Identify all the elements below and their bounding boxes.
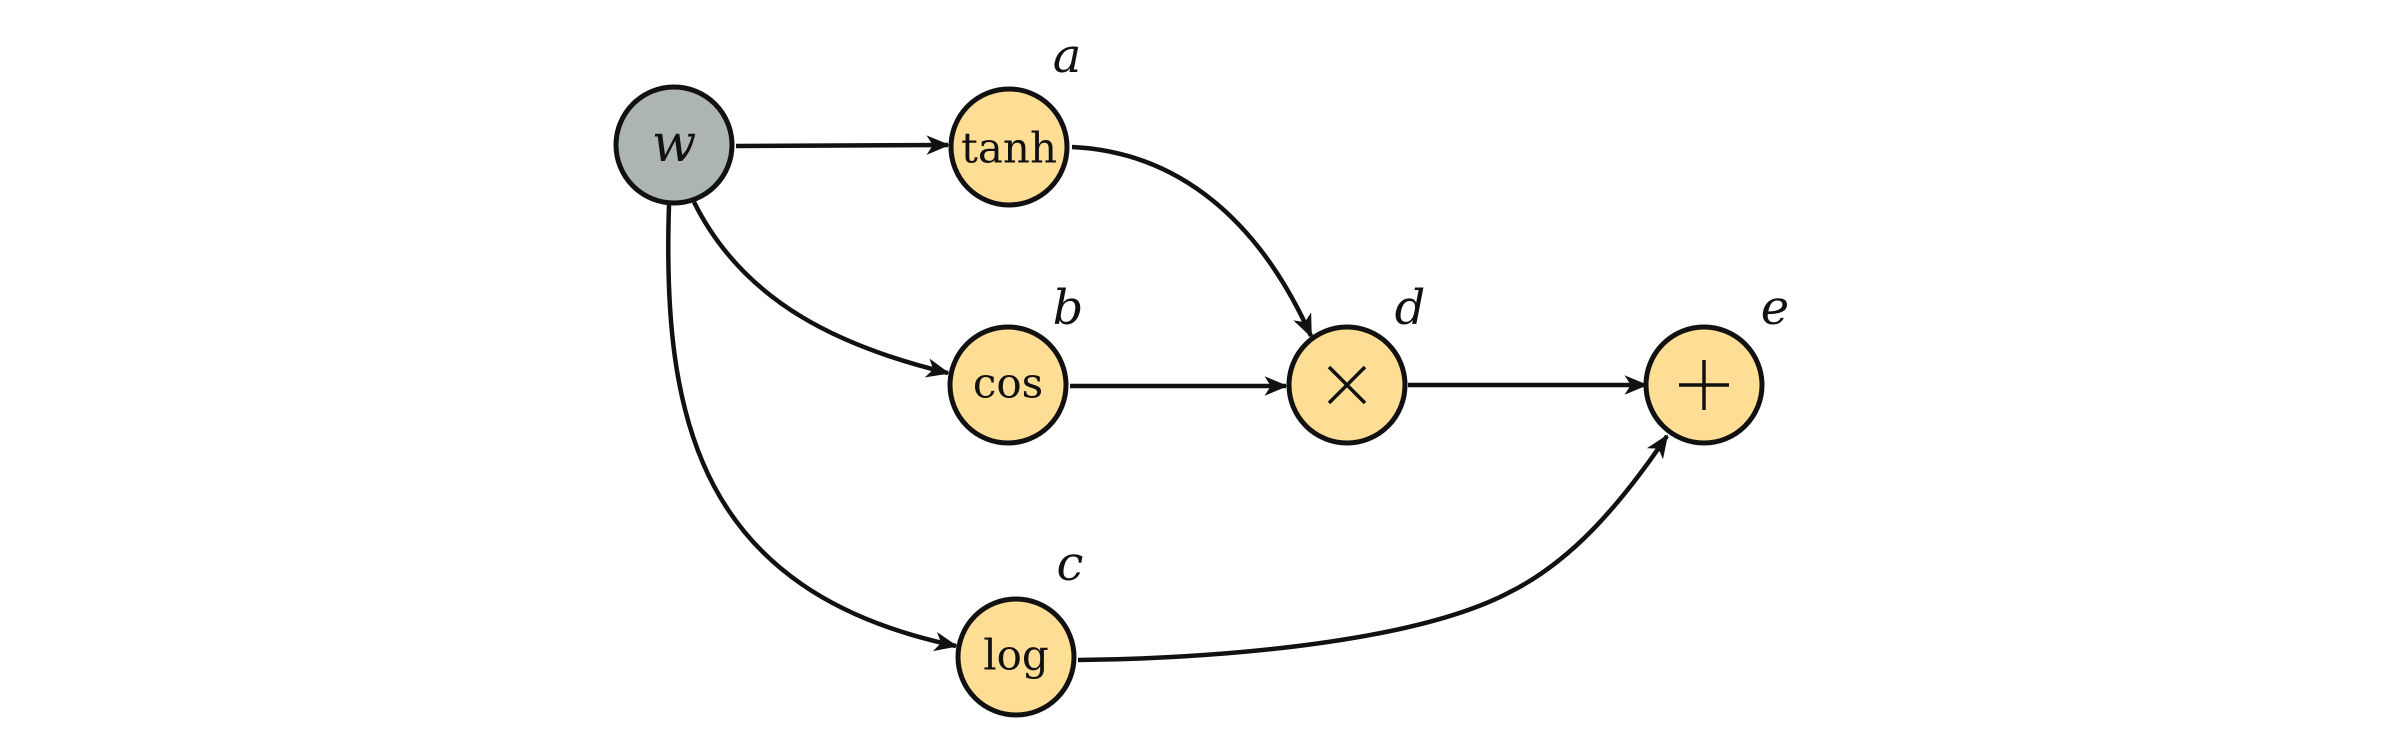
times-icon — [1327, 365, 1367, 405]
edge-w-to-cos — [691, 201, 950, 378]
node-b: cos b — [947, 280, 1084, 446]
node-b-label: cos — [973, 359, 1043, 408]
node-c-circle — [955, 596, 1077, 718]
node-w: w — [613, 84, 735, 206]
edge-w-to-log — [666, 204, 958, 652]
node-c-variable: c — [1057, 536, 1084, 592]
node-e: e — [1643, 280, 1789, 446]
node-b-variable: b — [1053, 280, 1084, 336]
node-a-circle — [948, 86, 1070, 208]
edge-tanh-to-times — [1071, 144, 1314, 338]
node-c: log c — [955, 536, 1084, 718]
node-w-label: w — [652, 114, 697, 174]
node-a: tanh a — [948, 28, 1082, 208]
node-a-label: tanh — [961, 124, 1057, 173]
edge-log-to-plus — [1077, 434, 1669, 663]
plus-icon — [1679, 360, 1729, 410]
node-d: d — [1286, 280, 1426, 446]
edges — [666, 135, 1669, 663]
node-a-variable: a — [1053, 28, 1082, 84]
node-c-label: log — [983, 631, 1049, 680]
node-e-variable: e — [1761, 280, 1789, 336]
node-d-variable: d — [1395, 280, 1426, 336]
node-b-circle — [947, 324, 1069, 446]
edge-w-to-tanh — [735, 135, 950, 155]
node-w-circle — [613, 84, 735, 206]
